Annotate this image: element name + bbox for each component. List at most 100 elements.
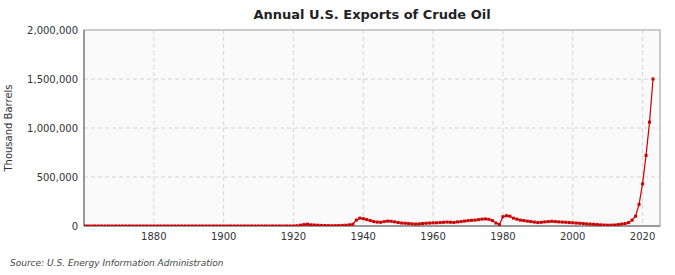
data-point [648, 121, 651, 124]
data-point [512, 217, 515, 220]
y-grid-line [84, 128, 660, 129]
data-point [302, 223, 305, 226]
data-point [327, 224, 330, 226]
data-point [554, 220, 557, 223]
x-grid-line [642, 30, 643, 226]
data-point [128, 224, 131, 226]
data-point [313, 224, 316, 226]
data-point [320, 224, 323, 226]
data-point [536, 221, 539, 224]
data-point [316, 224, 319, 226]
data-point [152, 224, 155, 226]
data-point [198, 224, 201, 226]
x-tick-label: 2020 [630, 231, 655, 242]
data-point [149, 224, 152, 226]
data-point [645, 154, 648, 157]
data-point [575, 222, 578, 225]
data-point [191, 224, 194, 226]
data-point [372, 220, 375, 223]
data-point [96, 224, 99, 226]
data-point [107, 224, 110, 226]
data-point [421, 222, 424, 225]
data-point [226, 224, 229, 226]
data-point [638, 203, 641, 206]
y-axis-line [84, 30, 85, 226]
x-grid-line [572, 30, 573, 226]
data-point [145, 224, 148, 226]
chart-title: Annual U.S. Exports of Crude Oil [253, 7, 490, 22]
data-point [393, 220, 396, 223]
data-point [288, 224, 291, 226]
data-point [355, 219, 358, 222]
data-point [173, 224, 176, 226]
data-point [446, 221, 449, 224]
data-point [257, 224, 260, 226]
data-point [470, 219, 473, 222]
data-point [494, 222, 497, 225]
data-point [456, 220, 459, 223]
data-point [219, 224, 222, 226]
data-point [568, 221, 571, 224]
x-grid-line [502, 30, 503, 226]
data-point [344, 224, 347, 226]
data-point [212, 224, 215, 226]
x-grid-line [363, 30, 364, 226]
data-point [341, 224, 344, 226]
data-point [103, 224, 106, 226]
data-point [124, 224, 127, 226]
x-grid-line [433, 30, 434, 226]
data-point [453, 221, 456, 224]
data-point [557, 220, 560, 223]
y-axis-label: Thousand Barrels [3, 84, 14, 172]
x-tick-label: 1980 [490, 231, 515, 242]
data-point [467, 219, 470, 222]
data-point [306, 223, 309, 226]
y-tick-label: 2,000,000 [27, 25, 78, 36]
data-point [480, 218, 483, 221]
data-point [250, 224, 253, 226]
data-point [114, 224, 117, 226]
data-point [641, 182, 644, 185]
data-point [358, 217, 361, 220]
data-point [89, 224, 92, 226]
data-point [547, 220, 550, 223]
data-point [484, 217, 487, 220]
data-point [599, 223, 602, 226]
y-tick-label: 1,500,000 [27, 74, 78, 85]
data-point [543, 220, 546, 223]
data-point [222, 224, 225, 226]
x-tick-label: 1900 [211, 231, 236, 242]
y-tick-label: 1,000,000 [27, 123, 78, 134]
data-point [589, 223, 592, 226]
data-point [505, 214, 508, 217]
data-point [425, 222, 428, 225]
data-point [309, 223, 312, 226]
data-point [177, 224, 180, 226]
chart: 0500,0001,000,0001,500,0002,000,00018801… [0, 0, 675, 275]
data-point [522, 219, 525, 222]
data-point [261, 224, 264, 226]
data-point [414, 223, 417, 226]
plot-frame [84, 30, 660, 226]
data-point [610, 224, 613, 226]
x-tick-label: 1960 [420, 231, 445, 242]
data-point [138, 224, 141, 226]
data-point [529, 220, 532, 223]
data-point [411, 222, 414, 225]
data-point [442, 221, 445, 224]
data-point [652, 78, 655, 81]
data-point [264, 224, 267, 226]
data-point [487, 218, 490, 221]
data-point [240, 224, 243, 226]
data-point [166, 224, 169, 226]
data-point [390, 220, 393, 223]
data-point [592, 223, 595, 226]
data-point [540, 221, 543, 224]
data-point [526, 220, 529, 223]
data-point [519, 219, 522, 222]
data-point [627, 221, 630, 224]
data-point [473, 219, 476, 222]
data-point [180, 224, 183, 226]
y-grid-line [84, 30, 660, 31]
data-point [215, 224, 218, 226]
